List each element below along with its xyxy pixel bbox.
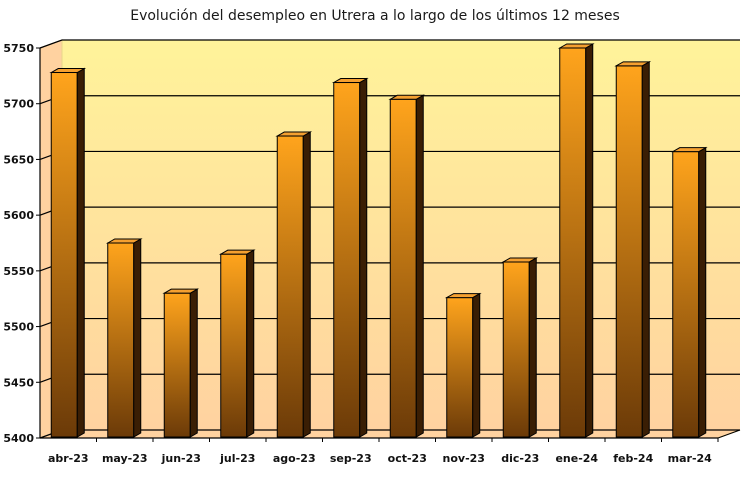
bar-front <box>276 135 304 438</box>
bar-side <box>528 257 537 438</box>
floor-edge-line <box>717 429 741 439</box>
bar-front <box>389 98 417 438</box>
x-tick-label: ene-24 <box>555 452 598 465</box>
gridline <box>39 39 740 49</box>
bar-top <box>388 94 426 100</box>
x-tick-label: sep-23 <box>330 452 372 465</box>
y-tick-label: 5500 <box>3 321 34 334</box>
bar-top <box>444 293 482 299</box>
y-tick-label: 5400 <box>3 432 34 445</box>
bar-side <box>415 94 424 438</box>
x-tick-label: jun-23 <box>161 452 201 465</box>
y-tick-label: 5650 <box>3 153 34 166</box>
bar-side <box>302 131 311 438</box>
x-tick-label: abr-23 <box>48 452 89 465</box>
bar-front <box>220 253 248 438</box>
x-tick-label: mar-24 <box>668 452 713 465</box>
bar-top <box>557 43 595 49</box>
bar <box>614 60 652 438</box>
bar-top <box>670 147 708 153</box>
bar-front <box>107 242 135 438</box>
y-tick-label: 5450 <box>3 376 34 389</box>
bar-side <box>472 292 481 438</box>
bar <box>388 94 426 438</box>
x-tick-label: nov-23 <box>443 452 485 465</box>
x-tick-label: dic-23 <box>501 452 539 465</box>
bar-side <box>189 288 198 438</box>
x-tick-label: ago-23 <box>273 452 316 465</box>
bar <box>218 249 256 438</box>
y-tick-label: 5700 <box>3 98 34 111</box>
bar <box>444 292 482 438</box>
bar-front <box>559 47 587 438</box>
bar-top <box>49 68 87 74</box>
bar <box>331 77 369 438</box>
bar <box>501 257 539 438</box>
bar <box>162 288 200 438</box>
bar-top <box>614 61 652 67</box>
bar-front <box>333 82 361 438</box>
y-tick-label: 5750 <box>3 42 34 55</box>
bar-front <box>502 261 530 438</box>
bar-top <box>105 238 143 244</box>
bar <box>557 43 595 438</box>
bar-front <box>163 292 191 438</box>
bar <box>49 67 87 438</box>
bar-top <box>162 288 200 294</box>
bar-top <box>501 257 539 263</box>
bar-top <box>275 131 313 137</box>
bar-side <box>76 67 85 438</box>
bar-top <box>331 78 369 84</box>
bar-front <box>50 72 78 438</box>
bar <box>275 131 313 438</box>
bar-front <box>615 65 643 438</box>
x-tick-label: jul-23 <box>219 452 255 465</box>
bar-side <box>641 60 650 438</box>
bar <box>105 238 143 438</box>
bar-side <box>246 249 255 438</box>
bar-side <box>698 146 707 438</box>
y-tick-label: 5550 <box>3 265 34 278</box>
x-tick-label: oct-23 <box>388 452 427 465</box>
x-tick-label: feb-24 <box>613 452 653 465</box>
y-tick-label: 5600 <box>3 209 34 222</box>
x-tick-label: may-23 <box>102 452 148 465</box>
bar-front <box>672 151 700 438</box>
bar-side <box>359 77 368 438</box>
bar-side <box>585 43 594 438</box>
bar-side <box>133 238 142 438</box>
chart-title: Evolución del desempleo en Utrera a lo l… <box>130 8 620 24</box>
bar <box>670 146 708 438</box>
bar-front <box>446 297 474 438</box>
bar-top <box>218 249 256 255</box>
